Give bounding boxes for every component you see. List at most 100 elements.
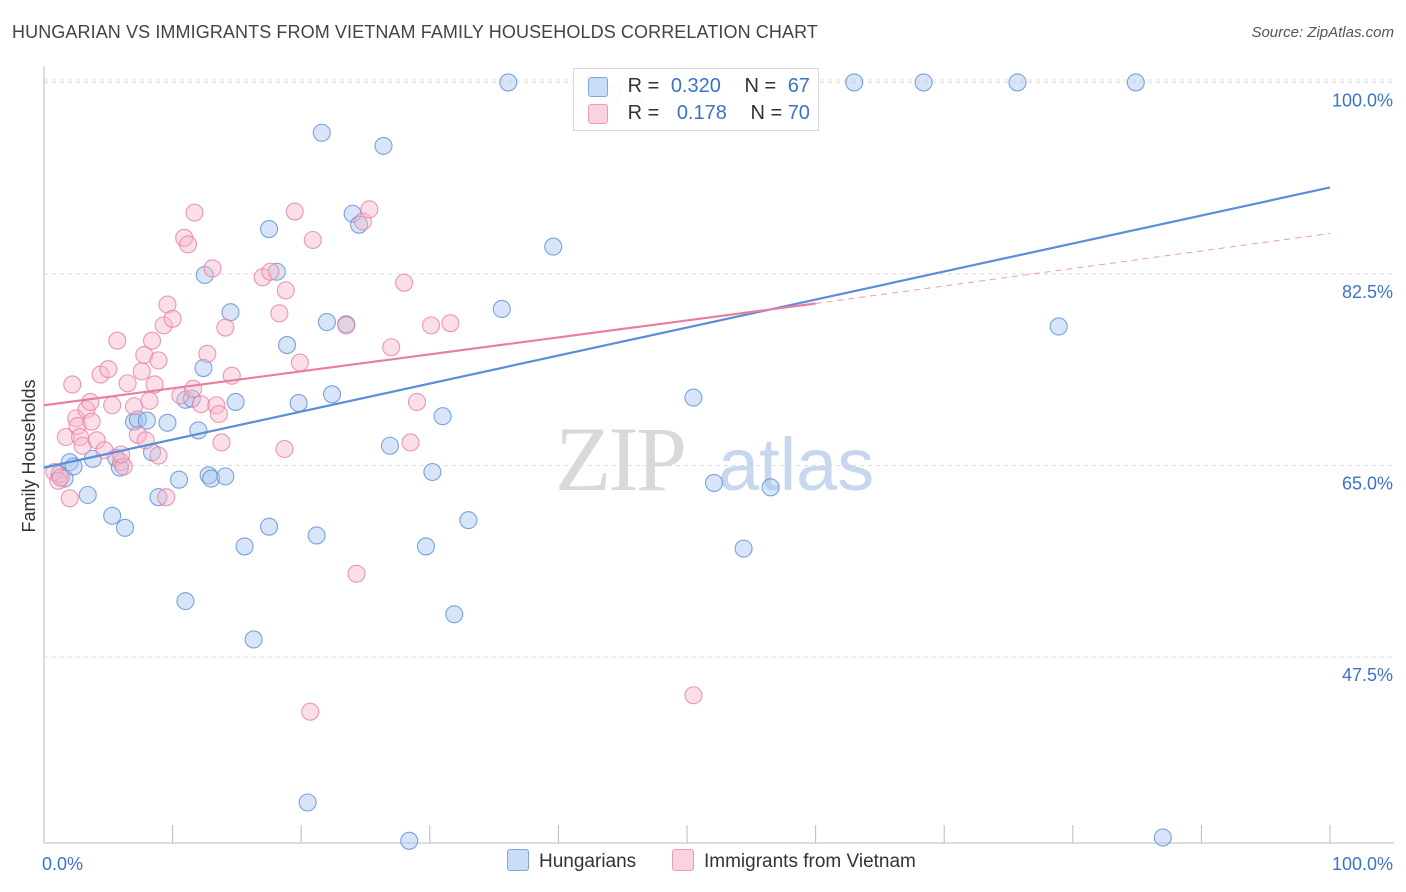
hungarian-point — [194, 358, 213, 378]
vietnam-point — [82, 412, 101, 431]
vietnam-point — [142, 331, 162, 350]
hungarian-point — [289, 394, 308, 413]
hungarian-point — [235, 537, 254, 556]
hungarian-point — [323, 385, 342, 404]
vietnam-point — [56, 427, 75, 447]
vietnam-point — [303, 230, 322, 250]
vietnam-point — [163, 309, 182, 328]
series-legend-vietnam[interactable]: Immigrants from Vietnam — [672, 849, 916, 873]
legend-r-label: R = — [627, 75, 660, 97]
vietnam-point — [191, 395, 210, 414]
vietnam-point — [118, 374, 137, 393]
vietnam-trend-extension — [815, 232, 1331, 304]
y-axis-label: Family Households — [19, 379, 39, 532]
legend-r-label: R = — [627, 102, 660, 124]
vietnam-point — [401, 433, 420, 452]
legend-r-value: 0.178 — [676, 102, 727, 124]
series-label-vietnam: Immigrants from Vietnam — [704, 851, 916, 872]
vietnam-point — [184, 379, 203, 398]
vietnam-point — [81, 392, 100, 412]
vietnam-point — [347, 564, 366, 583]
vietnam-point — [382, 338, 401, 357]
hungarian-point — [499, 73, 518, 92]
vietnam-point — [135, 345, 154, 364]
vietnam-point — [337, 316, 356, 335]
vietnam-point — [198, 344, 217, 363]
vietnam-point — [270, 304, 289, 323]
legend-swatch-hungarians — [588, 76, 608, 97]
vietnam-point — [216, 318, 235, 337]
legend-n-value: 67 — [787, 75, 810, 97]
legend-row-vietnam: R = 0.178 N = 70 — [588, 102, 810, 126]
hungarian-point — [544, 237, 563, 256]
hungarian-point — [149, 488, 168, 507]
legend-n-label: N = — [744, 75, 777, 97]
vietnam-point — [103, 396, 122, 415]
hungarian-point — [684, 388, 703, 407]
vietnam-point — [212, 433, 231, 452]
vietnam-point — [132, 362, 151, 381]
vietnam-point — [140, 391, 159, 410]
trend-lines — [43, 186, 1331, 469]
hungarian-point — [176, 592, 195, 611]
vietnam-point — [441, 314, 460, 333]
hungarian-point — [307, 526, 326, 545]
correlation-legend: R = 0.320 N = 67 R = 0.178 N = 70 — [573, 68, 819, 131]
hungarian-point — [137, 411, 156, 430]
hungarian-point — [1126, 73, 1145, 92]
hungarian-point — [259, 220, 279, 239]
data-points — [45, 73, 1172, 850]
vietnam-point — [178, 235, 198, 254]
hungarian-point — [312, 123, 331, 142]
vietnam-point — [149, 446, 168, 465]
vietnam-point — [145, 375, 164, 394]
vietnam-point — [185, 203, 204, 222]
vietnam-point — [158, 295, 177, 314]
hungarian-point — [221, 303, 240, 322]
legend-swatch-vietnam — [588, 103, 608, 124]
hungarian-point — [761, 478, 780, 497]
hungarian-point — [259, 517, 279, 536]
vietnam-point — [422, 316, 441, 335]
hungarian-point — [182, 389, 201, 408]
hungarian-point — [459, 511, 478, 530]
grid — [44, 79, 1394, 658]
hungarian-point — [845, 73, 864, 92]
legend-n-value: 70 — [787, 102, 810, 124]
vietnam-point — [301, 702, 320, 721]
series-swatch-hungarians — [507, 849, 529, 872]
vietnam-point — [154, 316, 173, 335]
vietnam-point — [73, 436, 92, 455]
hungarian-point — [298, 793, 317, 812]
vietnam-point — [51, 468, 70, 487]
vietnam-point — [108, 331, 127, 350]
vietnam-point — [360, 200, 379, 219]
series-legend-hungarians[interactable]: Hungarians — [507, 849, 636, 873]
x-tick-label: 0.0% — [42, 854, 83, 874]
vietnam-point — [68, 416, 87, 436]
hungarian-point — [380, 436, 399, 455]
y-tick-label: 82.5% — [1342, 282, 1393, 302]
hungarian-point — [704, 473, 724, 493]
hungarian-point — [416, 537, 435, 556]
vietnam-point — [49, 471, 68, 490]
series-swatch-vietnam — [672, 849, 694, 872]
hungarian-point — [734, 539, 753, 558]
vietnam-point — [275, 439, 294, 459]
vietnam-point — [99, 360, 118, 379]
vietnam-point — [60, 489, 79, 508]
y-tick-label: 47.5% — [1342, 665, 1393, 685]
vietnam-point — [290, 353, 309, 372]
hungarian-point — [1153, 828, 1172, 847]
hungarian-point — [267, 262, 286, 281]
vietnam-point — [87, 431, 106, 450]
series-legend: Hungarians Immigrants from Vietnam — [0, 849, 1406, 877]
hungarian-point — [195, 265, 214, 285]
hungarian-point — [226, 392, 245, 412]
hungarian-point — [445, 605, 464, 624]
hungarian-point — [914, 73, 933, 92]
legend-row-hungarians: R = 0.320 N = 67 — [588, 75, 810, 99]
hungarian-point — [433, 407, 452, 426]
hungarian-trend-line — [43, 186, 1331, 469]
vietnam-point — [261, 262, 280, 281]
